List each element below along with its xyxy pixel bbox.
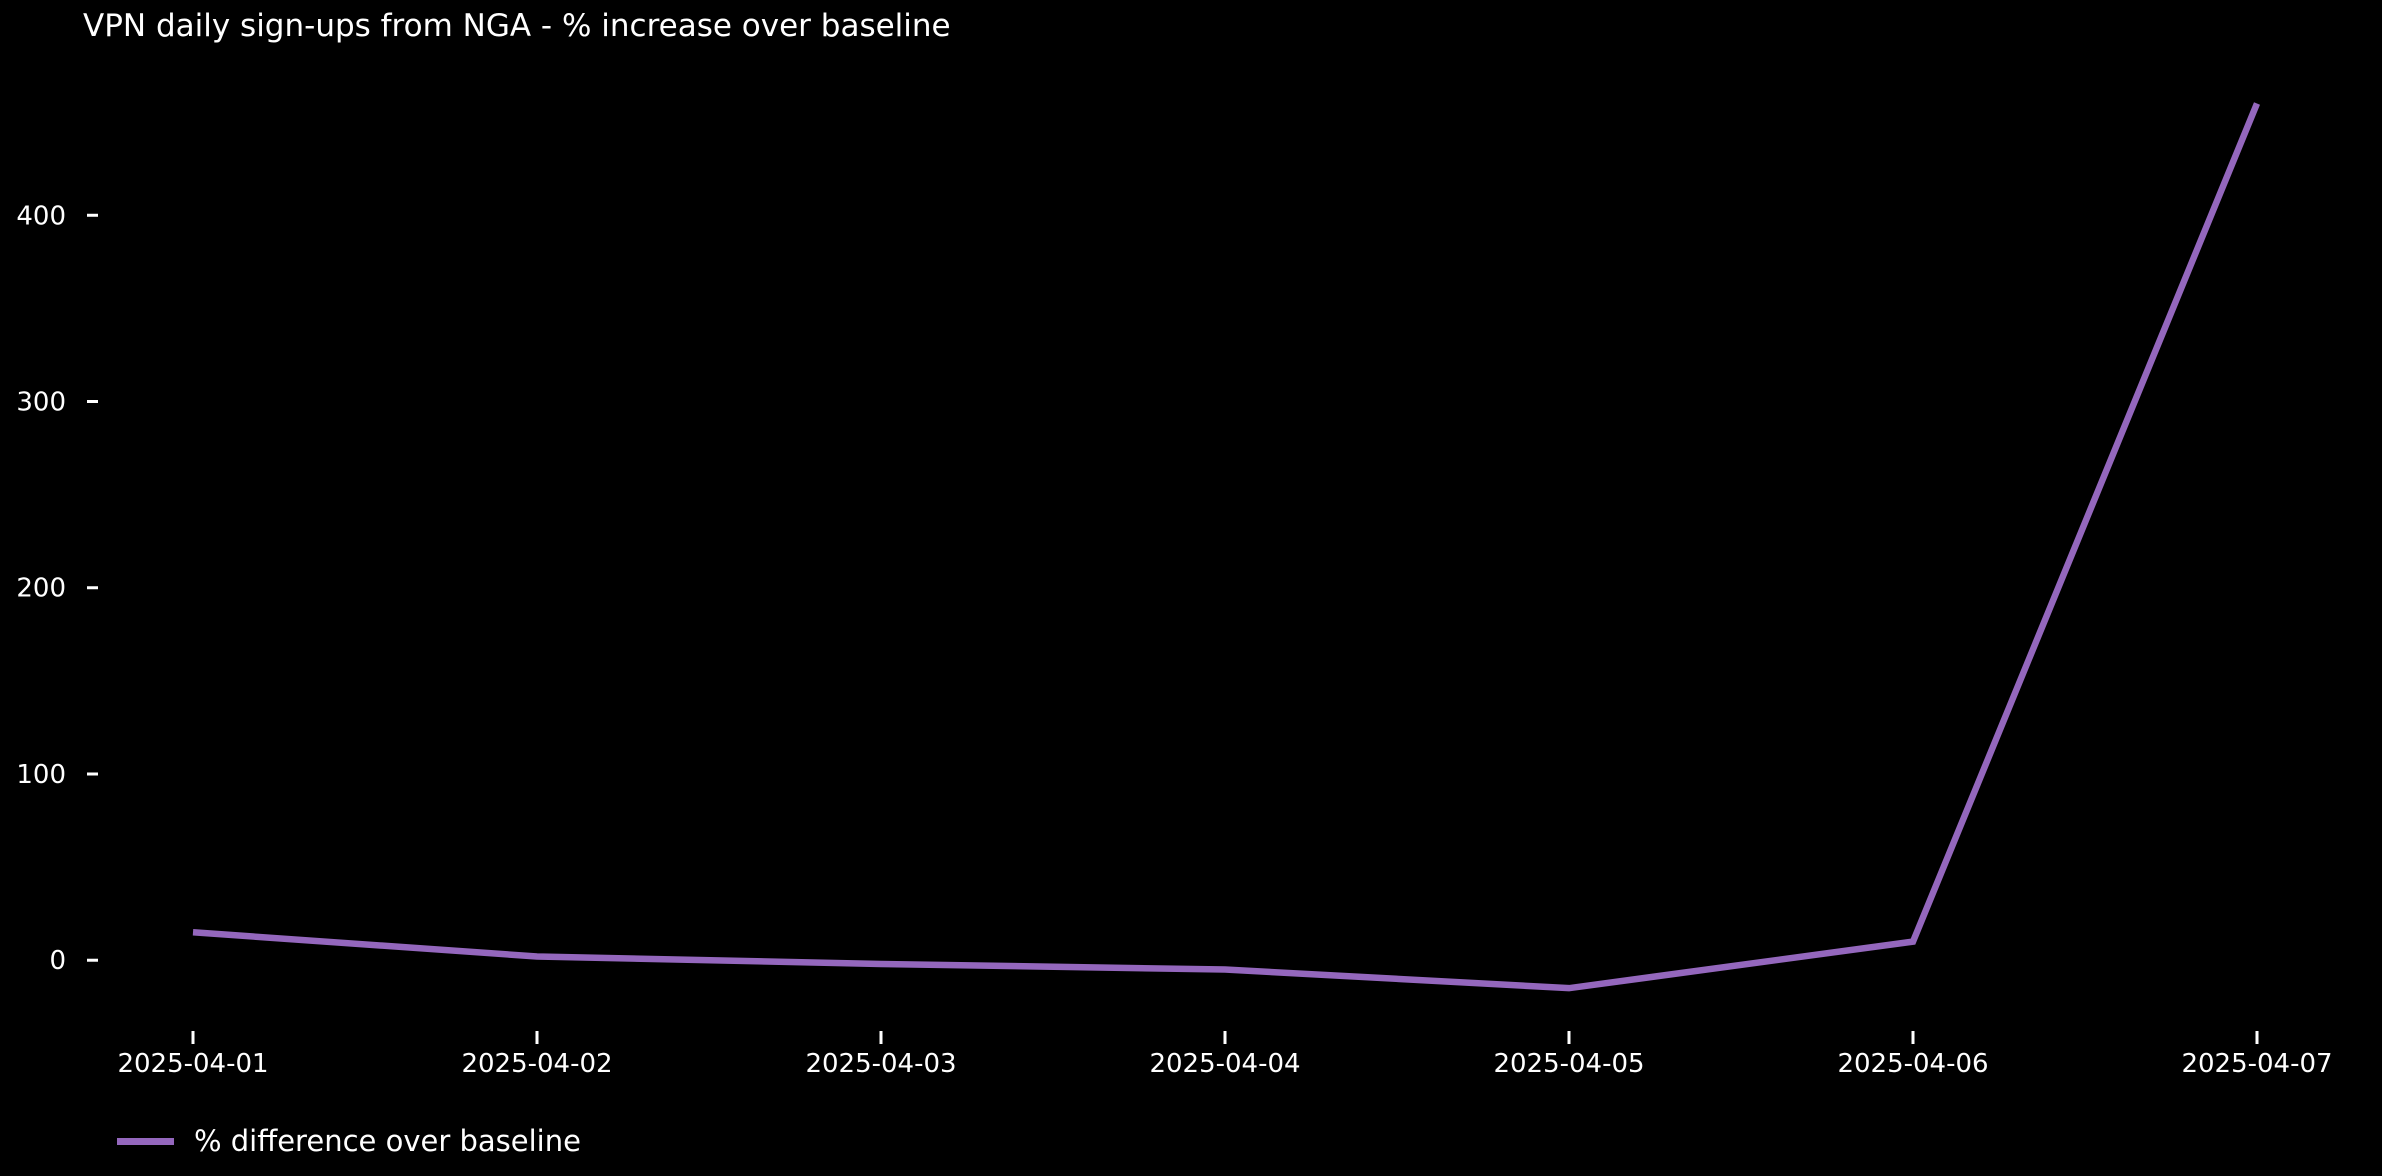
x-tick-label: 2025-04-01	[117, 1049, 268, 1079]
data-line	[192, 102, 2261, 992]
y-tick-label: 400	[16, 201, 66, 231]
x-tick-label: 2025-04-07	[2181, 1049, 2332, 1079]
legend-label: % difference over baseline	[194, 1124, 581, 1158]
x-tick-label: 2025-04-04	[1149, 1049, 1300, 1079]
y-tick-label: 100	[16, 760, 66, 790]
y-tick-label: 300	[16, 388, 66, 418]
chart-title: VPN daily sign-ups from NGA - % increase…	[83, 8, 951, 44]
legend: % difference over baseline	[117, 1124, 581, 1158]
legend-line-swatch	[117, 1137, 174, 1145]
x-tick-label: 2025-04-06	[1837, 1049, 1988, 1079]
y-tick-label: 0	[49, 946, 66, 976]
x-tick-label: 2025-04-02	[461, 1049, 612, 1079]
x-tick-label: 2025-04-05	[1493, 1049, 1644, 1079]
x-tick-label: 2025-04-03	[805, 1049, 956, 1079]
y-tick-label: 200	[16, 574, 66, 604]
